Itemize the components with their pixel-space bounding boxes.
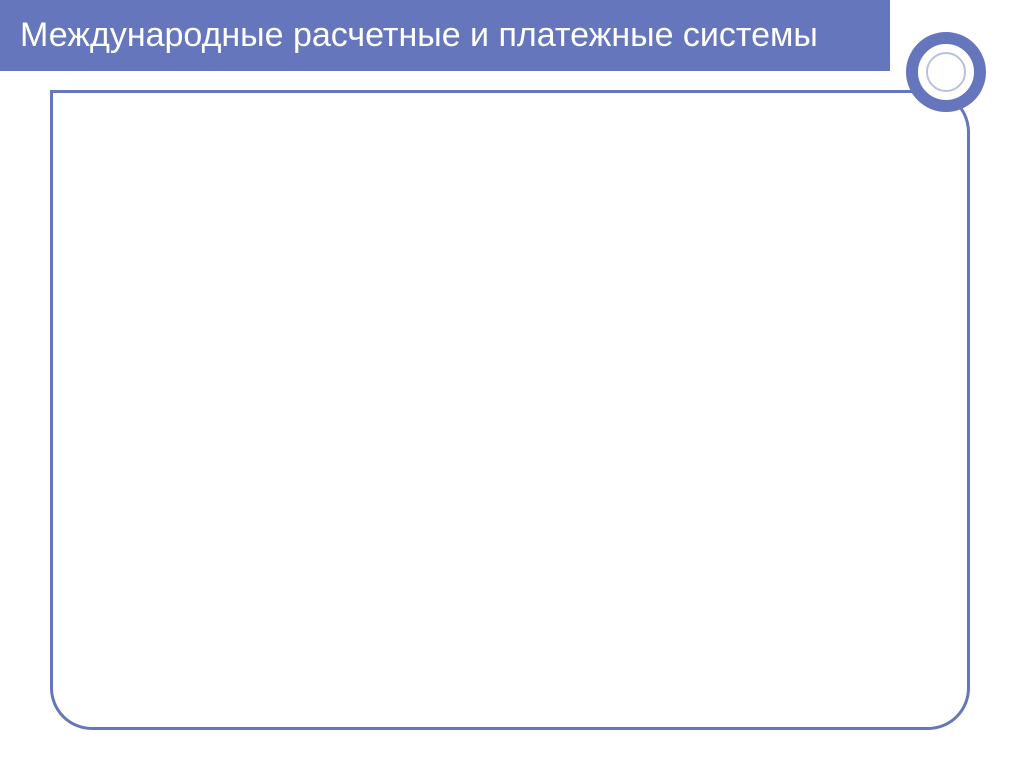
decorative-bullet-icon [906, 32, 986, 112]
slide-title: Международные расчетные и платежные сист… [0, 0, 890, 71]
title-text: Международные расчетные и платежные сист… [20, 16, 818, 54]
content-frame [50, 90, 970, 730]
